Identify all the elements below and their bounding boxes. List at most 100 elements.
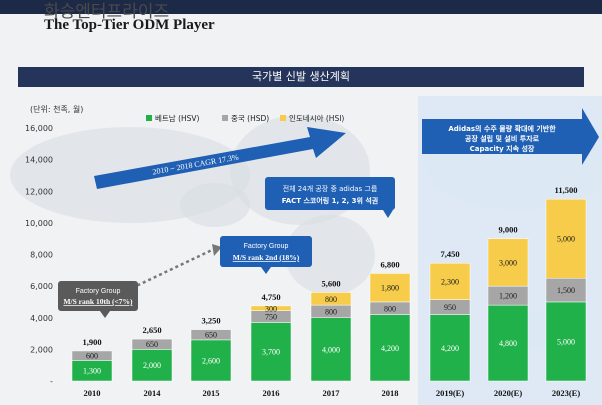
map-shape-2: [285, 215, 375, 295]
bar-segment-label: 300: [265, 304, 277, 313]
callout-2016-pointer: [261, 267, 271, 274]
bar-segment-label: 2,000: [143, 361, 161, 370]
bar-segment-label: 5,000: [557, 235, 575, 244]
x-tick-label: 2023(E): [552, 388, 581, 398]
bar-segment-label: 1,300: [83, 367, 101, 376]
capacity-line2: 공장 설립 및 설비 투자로: [465, 134, 540, 143]
bar-segment: [487, 304, 529, 382]
legend-label-2: 인도네시아 (HSI): [289, 113, 344, 123]
bar-segment: [250, 305, 292, 311]
y-tick-label: 8,000: [30, 251, 53, 260]
bar-segment-label: 3,000: [499, 258, 517, 267]
capacity-line3: Capacity 지속 성장: [470, 144, 535, 153]
map-shape-5: [180, 183, 250, 227]
bar-segment-label: 650: [205, 331, 217, 340]
bar-total-label: 5,600: [321, 278, 340, 288]
bar-segment: [545, 198, 587, 279]
bar-segment-label: 4,200: [381, 344, 399, 353]
bar-segment: [487, 238, 529, 287]
growth-arrow-head: [212, 244, 222, 256]
bar-segment: [190, 329, 232, 341]
legend-swatch-2: [280, 115, 286, 121]
y-tick-label: 14,000: [25, 156, 53, 165]
bar-segment-label: 4,000: [322, 345, 340, 354]
bar-segment: [71, 350, 113, 361]
bar-segment: [131, 349, 173, 382]
bar-segment: [369, 314, 411, 382]
bar-segment-label: 1,800: [381, 284, 399, 293]
bar-total-label: 4,750: [261, 292, 280, 302]
callout-2010-pointer: [100, 311, 110, 318]
y-tick-label: 16,000: [25, 124, 53, 133]
bar-segment-label: 3,700: [262, 348, 280, 357]
legend-label-1: 중국 (HSD): [231, 114, 269, 123]
bar-total-label: 6,800: [380, 259, 399, 269]
bar-total-label: 1,900: [82, 337, 101, 347]
capacity-arrow-box: [422, 108, 599, 165]
bar-segment: [310, 292, 352, 306]
x-tick-label: 2017: [323, 388, 341, 398]
bar-segment-label: 650: [146, 340, 158, 349]
y-tick-label: 10,000: [25, 219, 53, 228]
bar-segment: [250, 322, 292, 382]
legend-label-0: 베트남 (HSV): [155, 114, 200, 123]
bar-segment-label: 800: [325, 307, 337, 316]
bar-segment-label: 950: [444, 303, 456, 312]
bar-segment-label: 1,500: [557, 286, 575, 295]
x-tick-label: 2014: [144, 388, 162, 398]
callout-2018-box: [265, 177, 395, 210]
bar-total-label: 7,450: [440, 249, 459, 259]
x-tick-label: 2016: [263, 388, 280, 398]
bar-segment: [369, 273, 411, 303]
bar-segment: [310, 317, 352, 382]
unit-label: (단위: 천족, 월): [30, 105, 84, 114]
y-tick-label: -: [50, 377, 53, 386]
bar-segment: [190, 339, 232, 382]
bar-segment-label: 600: [86, 352, 98, 361]
callout-2018-line2: FACT 스코어링 1, 2, 3위 석권: [282, 196, 379, 205]
bar-segment-label: 2,300: [441, 277, 459, 286]
top-bar: [0, 0, 602, 14]
bar-segment-label: 5,000: [557, 337, 575, 346]
bar-total-label: 9,000: [498, 225, 517, 235]
growth-dotted-arrow: [131, 248, 213, 290]
bar-segment-label: 800: [325, 295, 337, 304]
callout-2016-line1: Factory Group: [244, 243, 289, 250]
legend-swatch-1: [222, 115, 228, 121]
bar-segment-label: 4,800: [499, 339, 517, 348]
callout-2010-line2: M/S rank 10th (<7%): [63, 297, 133, 306]
callout-2018-line1: 전체 24개 공장 중 adidas 그룹: [283, 184, 378, 193]
capacity-line1: Adidas의 수주 물량 확대에 기반한: [448, 124, 556, 133]
bar-segment-label: 2,600: [202, 356, 220, 365]
y-tick-label: 2,000: [30, 345, 53, 354]
bar-segment: [429, 262, 471, 300]
bar-segment: [131, 338, 173, 350]
bar-segment-label: 750: [265, 313, 277, 322]
y-tick-label: 6,000: [30, 282, 53, 291]
callout-2016-box: [220, 236, 312, 267]
bar-segment-label: 800: [384, 304, 396, 313]
bar-segment-label: 1,200: [499, 292, 517, 301]
callout-2016-line2: M/S rank 2nd (18%): [233, 253, 300, 262]
legend-swatch-0: [146, 115, 152, 121]
y-tick-label: 12,000: [25, 187, 53, 196]
page-subtitle: The Top-Tier ODM Player: [44, 17, 215, 33]
x-tick-label: 2020(E): [494, 388, 523, 398]
bar-total-label: 3,250: [201, 316, 220, 326]
callout-2010-box: [58, 281, 138, 311]
y-tick-label: 4,000: [30, 314, 53, 323]
x-tick-label: 2019(E): [436, 388, 465, 398]
company-title: 화승엔터프라이즈: [44, 2, 170, 22]
callout-2010-line1: Factory Group: [76, 288, 121, 295]
bar-total-label: 2,650: [142, 325, 161, 335]
x-tick-label: 2018: [382, 388, 399, 398]
bar-segment: [545, 301, 587, 382]
x-tick-label: 2010: [84, 388, 101, 398]
cagr-arrow: [94, 127, 346, 189]
bar-segment-label: 4,200: [441, 344, 459, 353]
callout-2018-pointer: [383, 210, 393, 218]
bar-total-label: 11,500: [555, 185, 578, 195]
x-tick-label: 2015: [203, 388, 220, 398]
chart-banner: 국가별 신발 생산계획: [18, 67, 584, 87]
